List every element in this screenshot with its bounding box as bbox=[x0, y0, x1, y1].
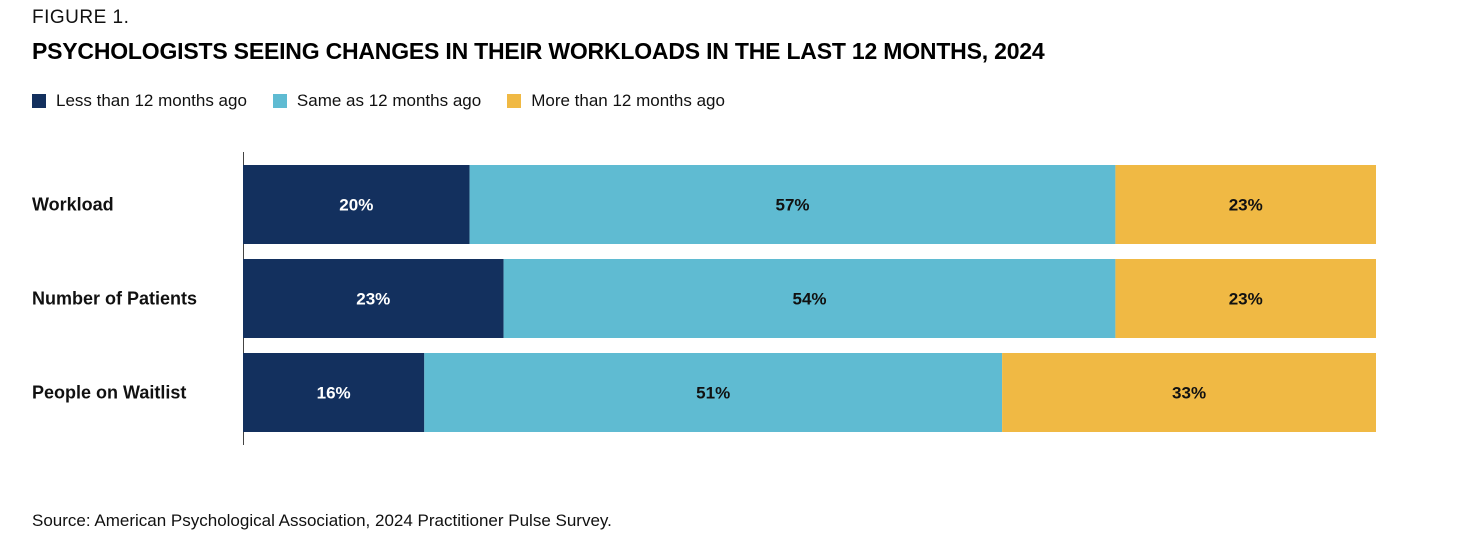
legend-swatch-same bbox=[272, 94, 287, 108]
bar-segment-more bbox=[1115, 165, 1376, 244]
legend-item-more: More than 12 months ago bbox=[507, 91, 725, 111]
source-note: Source: American Psychological Associati… bbox=[32, 511, 612, 530]
stacked-bar-chart: Workload 20% 57% 23% Number of Patients 23% 54… bbox=[32, 152, 1376, 445]
bar-segment-same bbox=[469, 165, 1116, 244]
bar-segment-same bbox=[424, 353, 1003, 432]
category-label: Number of Patients bbox=[32, 289, 197, 309]
chart-legend: Less than 12 months ago Same as 12 month… bbox=[32, 90, 751, 112]
legend-swatch-more bbox=[507, 94, 522, 108]
data-label: 33% bbox=[1172, 384, 1206, 403]
chart-title: PSYCHOLOGISTS SEEING CHANGES IN THEIR WO… bbox=[32, 38, 1045, 64]
figure-label: FIGURE 1. bbox=[32, 7, 130, 28]
legend-label-more: More than 12 months ago bbox=[531, 91, 725, 110]
legend-label-same: Same as 12 months ago bbox=[296, 91, 482, 110]
legend-label-less: Less than 12 months ago bbox=[56, 91, 247, 110]
data-label: 51% bbox=[696, 384, 730, 403]
bar-segment-more bbox=[1002, 353, 1376, 432]
bar-segment-less bbox=[243, 259, 504, 338]
bar-segment-more bbox=[1115, 259, 1376, 338]
data-label: 23% bbox=[1229, 196, 1263, 215]
bar-segment-less bbox=[243, 165, 470, 244]
legend-swatch-less bbox=[32, 94, 46, 108]
bar-segment-same bbox=[503, 259, 1116, 338]
data-label: 54% bbox=[792, 290, 826, 309]
data-label: 23% bbox=[1229, 290, 1263, 309]
data-label: 20% bbox=[339, 196, 373, 215]
data-label: 57% bbox=[775, 196, 809, 215]
data-label: 23% bbox=[356, 290, 390, 309]
legend-item-same: Same as 12 months ago bbox=[272, 91, 482, 111]
category-label: Workload bbox=[32, 195, 114, 215]
data-label: 16% bbox=[317, 384, 351, 403]
bar-segment-less bbox=[243, 353, 425, 432]
legend-item-less: Less than 12 months ago bbox=[32, 91, 247, 111]
category-label: People on Waitlist bbox=[32, 383, 186, 403]
